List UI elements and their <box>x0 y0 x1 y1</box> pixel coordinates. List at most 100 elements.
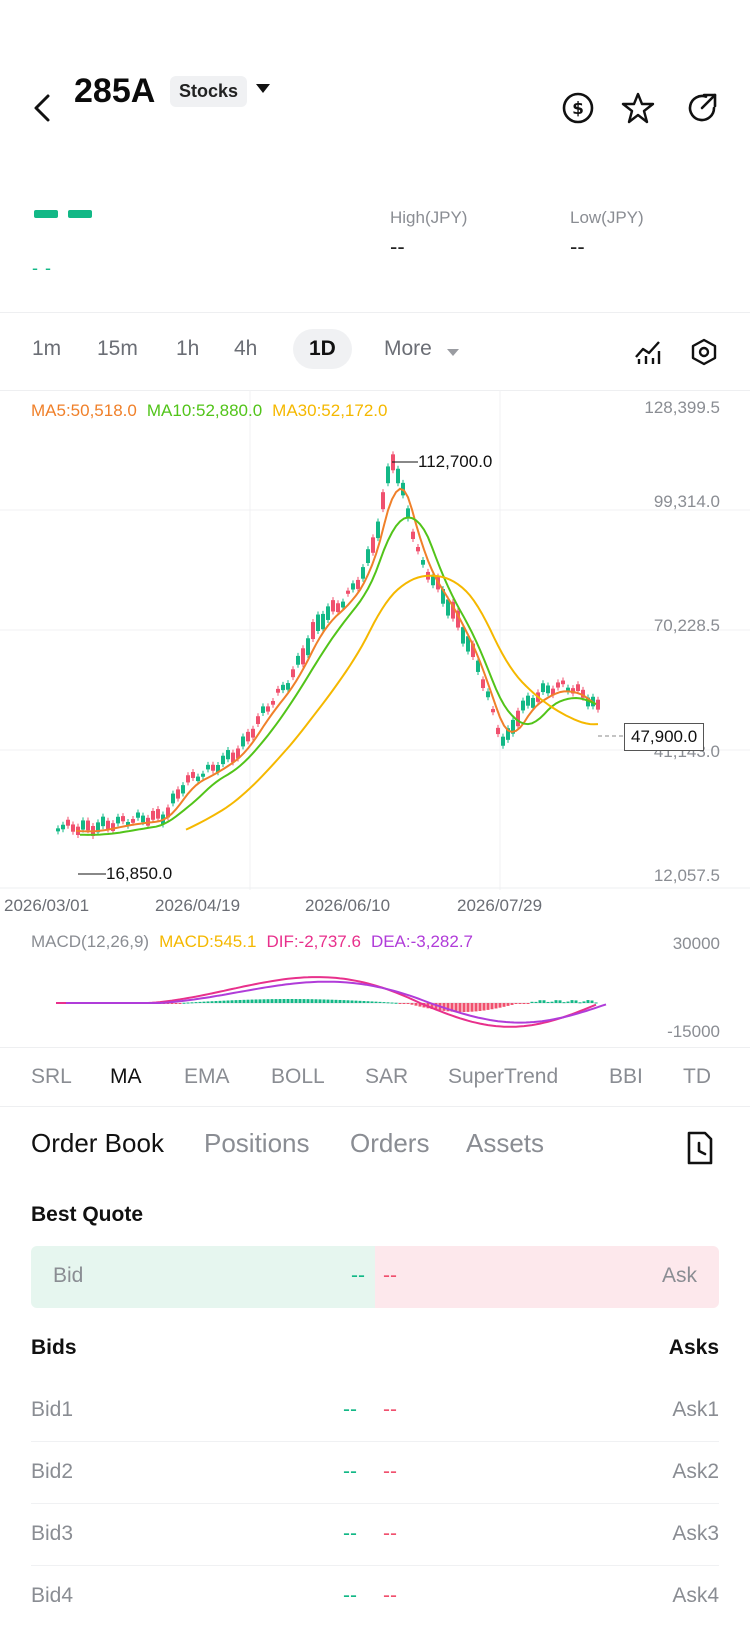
caret-down-icon[interactable] <box>256 84 270 93</box>
ma10-line <box>79 516 597 836</box>
candle-body <box>111 823 115 831</box>
tab-orders[interactable]: Orders <box>350 1128 430 1158</box>
share-icon[interactable] <box>684 90 720 126</box>
ma-legend: MA5:50,518.0 MA10:52,880.0 MA30:52,172.0 <box>31 401 397 421</box>
ask-level-label: Ask2 <box>672 1460 719 1483</box>
max-price-label: 112,700.0 <box>418 452 493 471</box>
bid-level-value: -- <box>343 1398 357 1421</box>
ma30-line <box>185 574 599 831</box>
macd-histogram-bar <box>206 1001 210 1003</box>
macd-histogram-bar <box>550 1001 554 1003</box>
caret-down-icon[interactable] <box>447 349 459 356</box>
macd-histogram-bar <box>318 999 322 1003</box>
candle-body <box>126 821 130 826</box>
dif-line <box>56 976 597 1028</box>
candle-body <box>316 614 320 631</box>
macd-histogram-bar <box>282 999 286 1003</box>
macd-value-label: MACD:545.1 <box>159 932 257 951</box>
candle-body <box>381 492 385 510</box>
candle-body <box>256 716 260 724</box>
macd-histogram-bar <box>506 1003 510 1006</box>
indicator-bbi[interactable]: BBI <box>609 1065 643 1088</box>
ask-level-value: -- <box>383 1460 397 1483</box>
candle-body <box>156 809 160 819</box>
macd-histogram-bar <box>554 1000 558 1003</box>
candle-body <box>151 810 155 820</box>
timeframe-15m[interactable]: 15m <box>97 337 138 360</box>
macd-histogram-bar <box>414 1003 418 1006</box>
indicator-td[interactable]: TD <box>683 1065 711 1088</box>
stock-symbol: 285A <box>74 72 156 110</box>
bid-level-value: -- <box>343 1460 357 1483</box>
macd-histogram-bar <box>514 1003 518 1004</box>
candle-body <box>366 549 370 563</box>
indicator-ma[interactable]: MA <box>110 1065 142 1088</box>
date-axis-tick: 2026/06/10 <box>305 896 391 915</box>
best-bid-label: Bid <box>53 1264 84 1287</box>
candle-body <box>491 709 495 713</box>
macd-histogram-bar <box>402 1003 406 1004</box>
candle-body <box>481 679 485 689</box>
candle-body <box>246 731 250 742</box>
macd-histogram-bar <box>538 1000 542 1003</box>
indicator-srl[interactable]: SRL <box>31 1065 72 1088</box>
macd-histogram-bar <box>250 999 254 1003</box>
high-label: High(JPY) <box>390 208 468 227</box>
settings-hexagon-icon[interactable] <box>689 337 719 367</box>
indicator-supertrend[interactable]: SuperTrend <box>448 1065 559 1088</box>
indicator-chart-icon[interactable] <box>633 337 663 367</box>
timeframe-1m[interactable]: 1m <box>32 337 62 360</box>
candle-body <box>71 824 75 832</box>
tab-assets[interactable]: Assets <box>466 1128 545 1158</box>
dea-value-label: DEA:-3,282.7 <box>370 932 473 951</box>
macd-histogram-bar <box>298 999 302 1003</box>
macd-histogram-bar <box>474 1003 478 1012</box>
macd-histogram-bar <box>558 1000 562 1003</box>
macd-histogram-bar <box>478 1003 482 1011</box>
candle-body <box>471 643 475 658</box>
timeframe-more[interactable]: More <box>384 337 432 360</box>
indicator-ema[interactable]: EMA <box>184 1065 230 1088</box>
macd-histogram-bar <box>278 999 282 1003</box>
macd-histogram-bar <box>486 1003 490 1010</box>
divider <box>0 390 750 391</box>
candle-body <box>556 682 560 688</box>
timeframe-1d[interactable]: 1D <box>293 329 352 369</box>
macd-histogram-bar <box>346 1000 350 1003</box>
candle-body <box>181 785 185 794</box>
best-quote-bar: Bid -- -- Ask <box>31 1246 719 1308</box>
macd-histogram-bar <box>270 999 274 1003</box>
macd-legend: MACD(12,26,9) MACD:545.1 DIF:-2,737.6 DEA:-… <box>31 932 483 952</box>
macd-histogram-bar <box>286 999 290 1003</box>
price-chart[interactable] <box>0 390 750 1040</box>
asset-type-selector[interactable]: Stocks <box>170 76 248 107</box>
macd-histogram-bar <box>306 999 310 1003</box>
ask-level-label: Ask3 <box>672 1522 719 1545</box>
timeframe-1h[interactable]: 1h <box>176 337 200 360</box>
macd-histogram-bar <box>338 999 342 1003</box>
indicator-sar[interactable]: SAR <box>365 1065 409 1088</box>
macd-histogram-bar <box>582 1001 586 1003</box>
order-history-icon[interactable] <box>684 1130 716 1166</box>
macd-histogram-bar <box>394 1002 398 1004</box>
macd-histogram-bar <box>494 1003 498 1009</box>
macd-histogram-bar <box>322 999 326 1003</box>
order-book-row: Bid1 -- -- Ask1 <box>31 1380 719 1442</box>
macd-histogram-bar <box>182 1002 186 1004</box>
tab-order-book[interactable]: Order Book <box>31 1128 164 1158</box>
asks-header: Asks <box>668 1336 719 1359</box>
star-icon[interactable] <box>620 90 656 126</box>
tab-positions[interactable]: Positions <box>204 1128 310 1158</box>
indicator-boll[interactable]: BOLL <box>271 1065 325 1088</box>
best-ask-area: -- Ask <box>375 1246 719 1308</box>
macd-histogram-bar <box>418 1003 422 1007</box>
candle-body <box>186 775 190 783</box>
macd-histogram-bar <box>294 999 298 1003</box>
candle-body <box>446 599 450 616</box>
back-arrow-icon[interactable] <box>28 88 58 128</box>
candle-body <box>281 684 285 691</box>
currency-exchange-icon[interactable]: $ <box>560 90 596 126</box>
ask-level-value: -- <box>383 1398 397 1421</box>
timeframe-4h[interactable]: 4h <box>234 337 258 360</box>
candle-body <box>456 610 460 628</box>
